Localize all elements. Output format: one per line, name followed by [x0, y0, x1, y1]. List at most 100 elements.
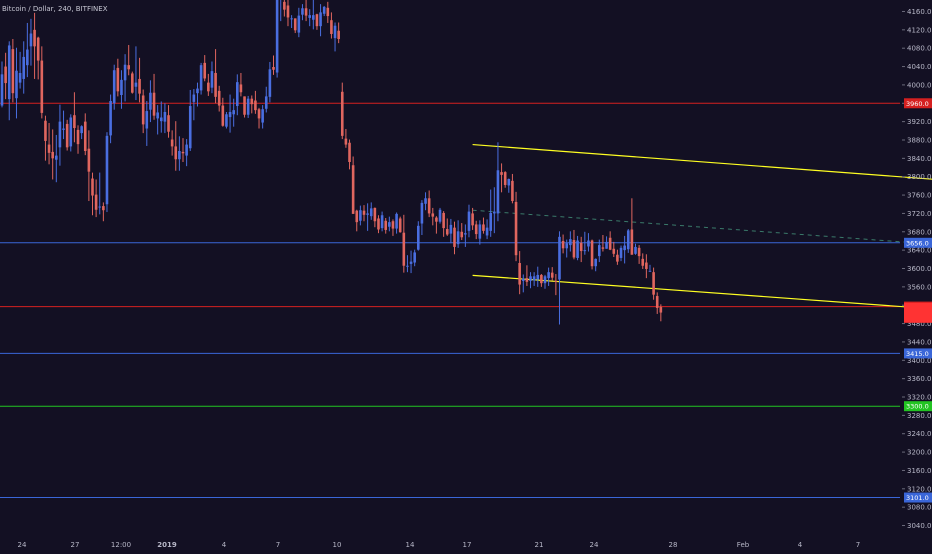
candle-body — [141, 95, 145, 125]
candle — [377, 215, 380, 234]
y-tick-label: 3720.0 — [907, 210, 932, 218]
candle — [152, 73, 156, 120]
candle — [460, 223, 464, 241]
candle — [417, 221, 420, 251]
y-tick-label: 3560.0 — [907, 283, 932, 291]
candle — [80, 125, 83, 140]
candle-body — [102, 206, 105, 211]
candle-body — [550, 272, 554, 278]
candle — [73, 92, 76, 143]
candle — [159, 101, 163, 133]
y-tick-label: 3920.0 — [907, 118, 932, 126]
level-tag-label: 3300.0 — [906, 403, 929, 411]
candle — [413, 249, 416, 267]
candle — [521, 274, 525, 293]
candle — [427, 190, 431, 218]
candle — [579, 236, 583, 263]
candle-body — [312, 15, 315, 20]
candle — [634, 243, 637, 255]
candle — [181, 138, 185, 163]
candle-body — [525, 278, 529, 282]
candle-body — [333, 25, 337, 39]
candle — [572, 229, 576, 260]
candle — [594, 258, 597, 272]
x-tick-label: 2019 — [157, 541, 177, 549]
candle-body — [44, 120, 47, 141]
candle-body — [207, 82, 210, 92]
candle-body — [641, 258, 645, 266]
candle-body — [36, 37, 40, 61]
candle — [489, 189, 492, 237]
candle — [518, 251, 521, 295]
candle-body — [159, 117, 163, 122]
candle-body — [120, 79, 123, 96]
candle-body — [272, 67, 275, 70]
candle-body — [359, 210, 362, 221]
candle — [301, 4, 304, 21]
candle-body — [308, 15, 311, 18]
x-tick-label: 7 — [856, 541, 860, 549]
candle-body — [576, 240, 579, 258]
candle — [15, 47, 18, 119]
candle — [283, 0, 286, 17]
candle-body — [217, 90, 221, 106]
level-price-tag: 3300.0 — [904, 401, 932, 412]
candle — [536, 266, 540, 287]
candle-body — [319, 12, 322, 27]
candle-body — [460, 231, 464, 238]
candle-body — [507, 179, 511, 186]
candle — [445, 218, 449, 236]
candle-body — [619, 247, 623, 258]
candle-body — [373, 207, 377, 222]
candle — [659, 304, 663, 322]
candle-body — [648, 270, 652, 272]
candle — [583, 231, 587, 255]
candle — [105, 132, 109, 213]
trend-channel — [472, 143, 932, 310]
candle-body — [482, 224, 485, 231]
candle — [36, 36, 40, 80]
candle — [605, 236, 608, 249]
y-tick-label: 3320.0 — [907, 394, 932, 402]
candle — [275, 0, 279, 78]
x-tick-label: 12:00 — [111, 541, 131, 549]
candle-body — [293, 18, 297, 31]
candle-body — [554, 280, 558, 282]
candle-body — [471, 213, 474, 226]
candle-body — [380, 215, 384, 229]
candle-body — [409, 261, 413, 264]
candle — [598, 239, 601, 263]
level-tag-label: 3656.0 — [906, 239, 929, 247]
x-tick-label: 27 — [71, 541, 80, 549]
candle-body — [464, 233, 467, 235]
candle — [156, 105, 159, 135]
candle — [0, 61, 4, 108]
candle-body — [384, 220, 388, 230]
candle-body — [80, 126, 83, 134]
symbol-title: Bitcoin / Dollar, 240, BITFINEX — [2, 5, 108, 13]
candle-body — [11, 49, 15, 94]
candle — [362, 205, 366, 222]
y-tick-label: 3760.0 — [907, 192, 932, 200]
y-tick-label: 3240.0 — [907, 430, 932, 438]
candle-body — [91, 178, 94, 196]
price-axis[interactable]: 4160.0 4120.0 4080.0 4040.0 4000.0 3960.0 3920… — [902, 8, 932, 530]
candle-body — [138, 78, 141, 94]
candle-body — [340, 91, 344, 136]
candle — [65, 119, 69, 151]
candle-body — [15, 70, 18, 99]
candle-body — [543, 276, 547, 284]
candle — [163, 103, 167, 134]
time-axis[interactable]: 24 27 12:00 2019 4 7 10 14 17 21 24 28 Feb 4 7 — [18, 541, 861, 549]
candle-body — [221, 105, 225, 126]
channel-upper-line[interactable] — [472, 143, 932, 212]
candle-body — [73, 115, 76, 129]
candle — [641, 253, 645, 269]
candle — [185, 139, 188, 167]
candle-body — [558, 236, 561, 280]
x-tick-label: 17 — [463, 541, 472, 549]
candle-body — [76, 129, 80, 145]
candle-body — [33, 29, 36, 47]
